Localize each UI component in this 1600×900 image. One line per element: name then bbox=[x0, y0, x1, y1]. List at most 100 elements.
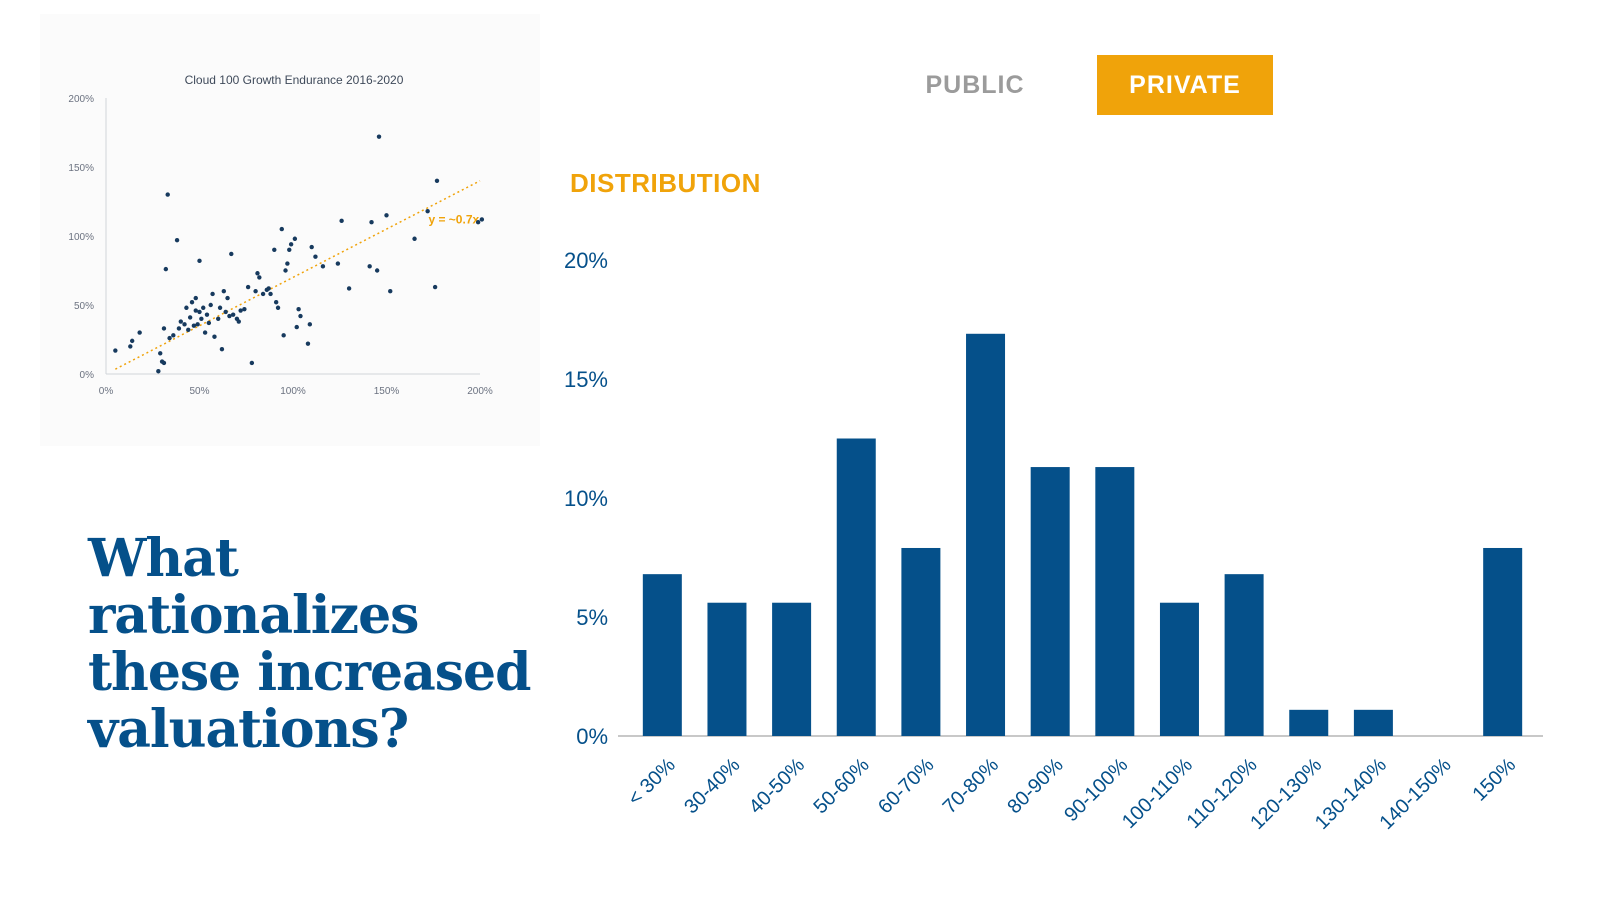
scatter-point bbox=[245, 284, 251, 290]
scatter-point bbox=[223, 309, 228, 315]
bar-x-tick: 30-40% bbox=[680, 754, 744, 818]
scatter-point bbox=[217, 305, 223, 310]
scatter-point bbox=[384, 213, 389, 218]
scatter-point bbox=[275, 305, 281, 310]
scatter-point bbox=[163, 266, 169, 272]
scatter-point bbox=[208, 302, 213, 308]
scatter-point bbox=[193, 308, 198, 313]
scatter-point bbox=[129, 338, 135, 344]
bar-x-tick: 60-70% bbox=[874, 754, 938, 818]
scatter-point bbox=[255, 271, 260, 276]
scatter-point bbox=[199, 316, 204, 321]
scatter-point bbox=[374, 268, 380, 273]
scatter-point bbox=[165, 192, 170, 197]
scatter-point bbox=[298, 313, 303, 319]
scatter-point bbox=[161, 360, 167, 366]
scatter-point bbox=[189, 300, 195, 305]
bar-x-tick: 140-150% bbox=[1376, 754, 1456, 834]
scatter-point bbox=[236, 319, 241, 324]
scatter-trendline bbox=[115, 180, 481, 370]
scatter-point bbox=[202, 330, 208, 335]
bar bbox=[1289, 709, 1329, 736]
scatter-x-tick: 100% bbox=[280, 386, 306, 397]
bar-y-tick: 0% bbox=[576, 724, 608, 749]
bar bbox=[1030, 467, 1070, 736]
scatter-point bbox=[388, 289, 393, 294]
scatter-point bbox=[178, 319, 183, 324]
scatter-point bbox=[195, 322, 200, 327]
scatter-point bbox=[201, 305, 206, 310]
bar bbox=[1483, 547, 1523, 736]
scatter-x-tick: 150% bbox=[374, 386, 400, 397]
bar bbox=[1159, 602, 1199, 736]
scatter-point bbox=[221, 289, 227, 294]
scatter-point bbox=[475, 220, 481, 225]
trendline-label: y = ~0.7x bbox=[428, 213, 479, 227]
scatter-chart: Cloud 100 Growth Endurance 2016-2020 0% 50… bbox=[68, 73, 493, 397]
scatter-point bbox=[273, 300, 279, 305]
scatter-point bbox=[281, 333, 286, 338]
bar-y-tick: 15% bbox=[564, 367, 608, 392]
scatter-point bbox=[346, 286, 352, 291]
scatter-point bbox=[279, 226, 284, 232]
scatter-point bbox=[367, 264, 372, 269]
scatter-point bbox=[206, 320, 212, 326]
bar bbox=[772, 602, 812, 736]
scatter-point bbox=[137, 330, 142, 335]
scatter-point bbox=[434, 178, 440, 183]
scatter-point bbox=[260, 291, 266, 297]
bar bbox=[836, 438, 876, 736]
scatter-y-tick: 150% bbox=[68, 163, 94, 174]
scatter-point bbox=[176, 326, 182, 331]
bar-x-tick: 50-60% bbox=[809, 754, 873, 818]
scatter-point bbox=[156, 369, 161, 374]
scatter-point bbox=[128, 344, 133, 349]
scatter-point bbox=[253, 289, 258, 294]
scatter-point bbox=[479, 217, 485, 222]
scatter-point bbox=[257, 275, 262, 280]
scatter-point bbox=[230, 312, 236, 317]
tab-public[interactable]: PUBLIC bbox=[925, 71, 1025, 99]
scatter-point bbox=[238, 308, 243, 313]
scatter-point bbox=[268, 291, 273, 297]
scatter-point bbox=[294, 324, 299, 330]
bar-x-tick: 150% bbox=[1468, 754, 1520, 806]
scatter-point bbox=[184, 305, 189, 310]
scatter-point bbox=[296, 306, 301, 312]
bar bbox=[1224, 574, 1264, 736]
scatter-point bbox=[171, 333, 176, 338]
scatter-point bbox=[412, 236, 417, 241]
bar-y-tick: 20% bbox=[564, 248, 608, 273]
scatter-point bbox=[335, 261, 341, 266]
scatter-y-tick: 50% bbox=[74, 301, 94, 312]
scatter-point bbox=[339, 218, 344, 224]
scatter-point bbox=[187, 315, 193, 320]
scatter-point bbox=[285, 261, 290, 266]
scatter-point bbox=[219, 346, 225, 352]
scatter-point bbox=[197, 258, 202, 264]
scatter-point bbox=[158, 351, 163, 356]
scatter-point bbox=[242, 306, 247, 312]
scatter-point bbox=[210, 291, 215, 297]
scatter-point bbox=[369, 220, 374, 225]
scatter-point bbox=[320, 264, 326, 269]
scatter-point bbox=[186, 327, 191, 333]
scatter-point bbox=[197, 309, 202, 315]
scatter-point bbox=[216, 316, 221, 321]
scatter-x-tick: 0% bbox=[99, 386, 114, 397]
scatter-point bbox=[204, 312, 210, 317]
scatter-point bbox=[432, 284, 438, 290]
tab-private[interactable]: PRIVATE bbox=[1097, 55, 1273, 115]
scatter-point bbox=[229, 251, 234, 257]
bar-y-tick: 10% bbox=[564, 486, 608, 511]
scatter-point bbox=[305, 341, 311, 346]
bar bbox=[642, 574, 682, 736]
scatter-point bbox=[272, 247, 277, 252]
scatter-point bbox=[227, 313, 232, 319]
scatter-point bbox=[292, 236, 298, 241]
scatter-point bbox=[309, 244, 314, 250]
scatter-point bbox=[288, 242, 294, 247]
bar bbox=[1353, 709, 1393, 736]
scatter-x-tick: 200% bbox=[467, 386, 493, 397]
scatter-title: Cloud 100 Growth Endurance 2016-2020 bbox=[185, 73, 404, 87]
